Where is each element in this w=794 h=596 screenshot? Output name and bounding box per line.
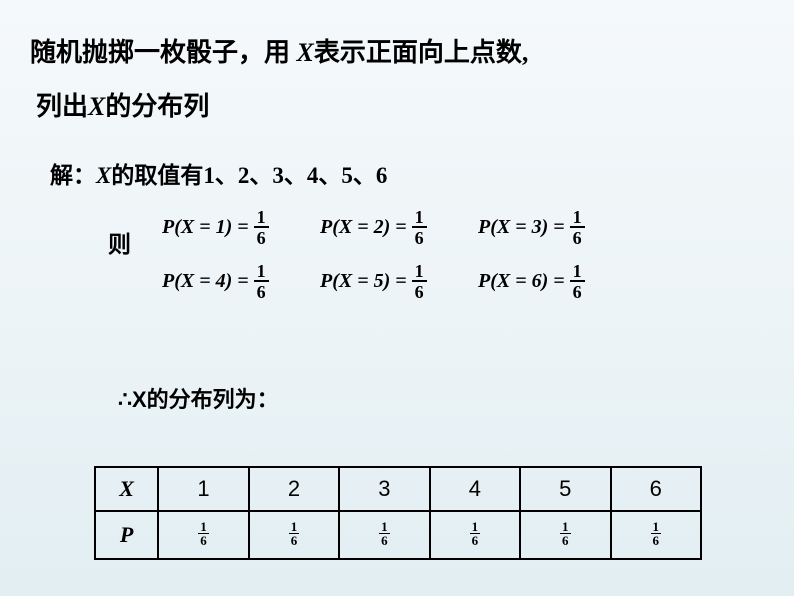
ze-label: 则 [108,225,131,259]
text: 随机抛掷一枚骰子，用 [30,38,297,67]
var-x: X [96,163,111,188]
p-val: 16 [339,511,429,559]
equation-6: P(X = 6) = 16 [478,262,585,301]
fraction: 16 [254,262,269,301]
fraction: 16 [570,262,585,301]
prefix: 解： [50,163,96,188]
fraction: 16 [570,208,585,247]
x-val: 1 [158,467,248,511]
p-val: 16 [611,511,701,559]
problem-line-2: 列出X的分布列 [36,86,209,123]
table-row-p: P 16 16 16 16 16 16 [95,511,701,559]
therefore-symbol: ∴ [118,387,132,412]
equation-4: P(X = 4) = 16 [162,262,269,301]
solution-line: 解：X的取值有1、2、3、4、5、6 [50,156,387,190]
p-val: 16 [158,511,248,559]
equation-1: P(X = 1) = 16 [162,208,269,247]
text: X的分布列为： [132,387,279,412]
table-row-x: X 1 2 3 4 5 6 [95,467,701,511]
equation-5: P(X = 5) = 16 [320,262,427,301]
equation-2: P(X = 2) = 16 [320,208,427,247]
p-val: 16 [249,511,339,559]
header-p: P [95,511,158,559]
x-val: 3 [339,467,429,511]
fraction: 16 [254,208,269,247]
text: 的分布列 [105,92,209,121]
distribution-table: X 1 2 3 4 5 6 P 16 16 16 16 16 16 [94,466,702,560]
problem-line-1: 随机抛掷一枚骰子，用 X表示正面向上点数, [30,32,528,69]
p-val: 16 [430,511,520,559]
conclusion-line: ∴X的分布列为： [118,382,279,414]
text: 的取值有1、2、3、4、5、6 [111,163,387,188]
fraction: 16 [412,208,427,247]
x-val: 6 [611,467,701,511]
equation-3: P(X = 3) = 16 [478,208,585,247]
fraction: 16 [412,262,427,301]
x-val: 5 [520,467,610,511]
x-val: 2 [249,467,339,511]
var-x: X [88,92,105,121]
text: 列出 [36,92,88,121]
header-x: X [95,467,158,511]
text: 表示正面向上点数, [314,38,529,67]
var-x: X [297,38,314,67]
p-val: 16 [520,511,610,559]
x-val: 4 [430,467,520,511]
